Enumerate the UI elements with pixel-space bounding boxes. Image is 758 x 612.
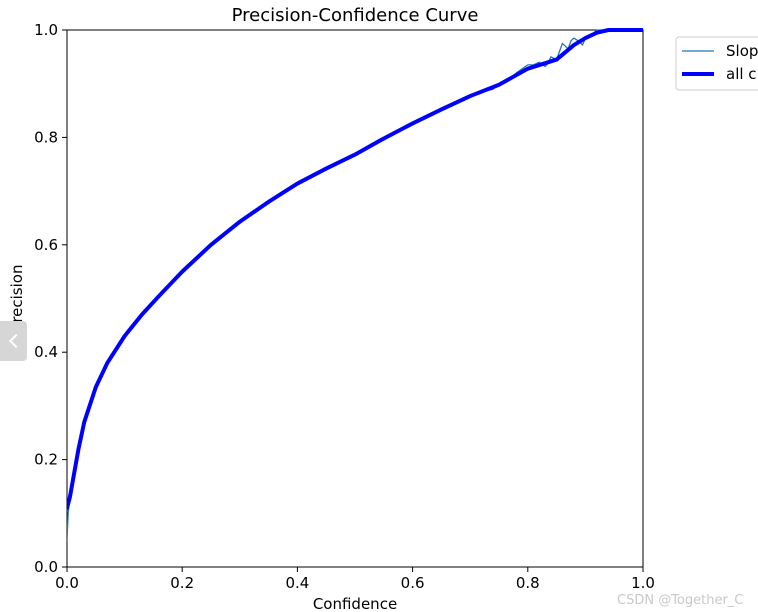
watermark: CSDN @Together_C <box>617 593 743 608</box>
legend: Slop all c <box>675 36 758 91</box>
x-tick-label: 0.6 <box>401 574 425 592</box>
y-axis: 0.0 0.2 0.4 0.6 0.8 1.0 <box>34 21 67 576</box>
plot-area <box>66 29 644 568</box>
x-tick-label: 0.4 <box>285 574 309 592</box>
y-tick-label: 1.0 <box>34 21 58 39</box>
y-tick-label: 0.2 <box>34 451 58 469</box>
chart-title: Precision-Confidence Curve <box>232 5 479 26</box>
y-tick-label: 0.0 <box>34 558 58 576</box>
x-tick-label: 0.0 <box>55 574 79 592</box>
plot-border <box>66 29 644 568</box>
x-tick-label: 0.2 <box>170 574 194 592</box>
side-collapse-tab[interactable] <box>0 321 27 361</box>
y-tick-label: 0.6 <box>34 236 58 254</box>
x-tick-label: 1.0 <box>631 574 655 592</box>
legend-box <box>675 36 758 91</box>
x-tick-label: 0.8 <box>516 574 540 592</box>
y-axis-title: Precision <box>8 265 26 332</box>
y-tick-label: 0.8 <box>34 128 58 146</box>
series-layer <box>67 28 643 541</box>
x-axis-title: Confidence <box>313 595 397 612</box>
series-line-1 <box>67 28 643 510</box>
y-tick-label: 0.4 <box>34 343 58 361</box>
legend-label-0: Slop <box>726 42 758 60</box>
chevron-left-icon <box>8 333 23 349</box>
legend-label-1: all c <box>726 65 757 83</box>
x-axis: 0.0 0.2 0.4 0.6 0.8 1.0 <box>55 567 655 592</box>
